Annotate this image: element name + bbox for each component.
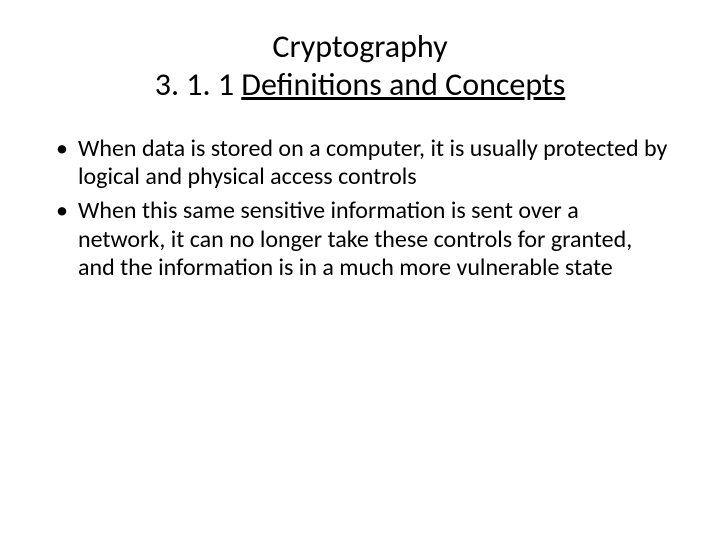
slide-title-block: Cryptography 3. 1. 1 Definitions and Con… [50, 28, 670, 105]
bullet-list: When data is stored on a computer, it is… [50, 135, 670, 283]
title-section-number: 3. 1. 1 [155, 65, 242, 104]
bullet-item: When data is stored on a computer, it is… [50, 135, 670, 192]
title-line-1: Cryptography [100, 28, 620, 66]
title-line-2: 3. 1. 1 Definitions and Concepts [100, 66, 620, 104]
bullet-item: When this same sensitive information is … [50, 197, 670, 282]
title-underlined-text: Definitions and Concepts [241, 65, 565, 104]
